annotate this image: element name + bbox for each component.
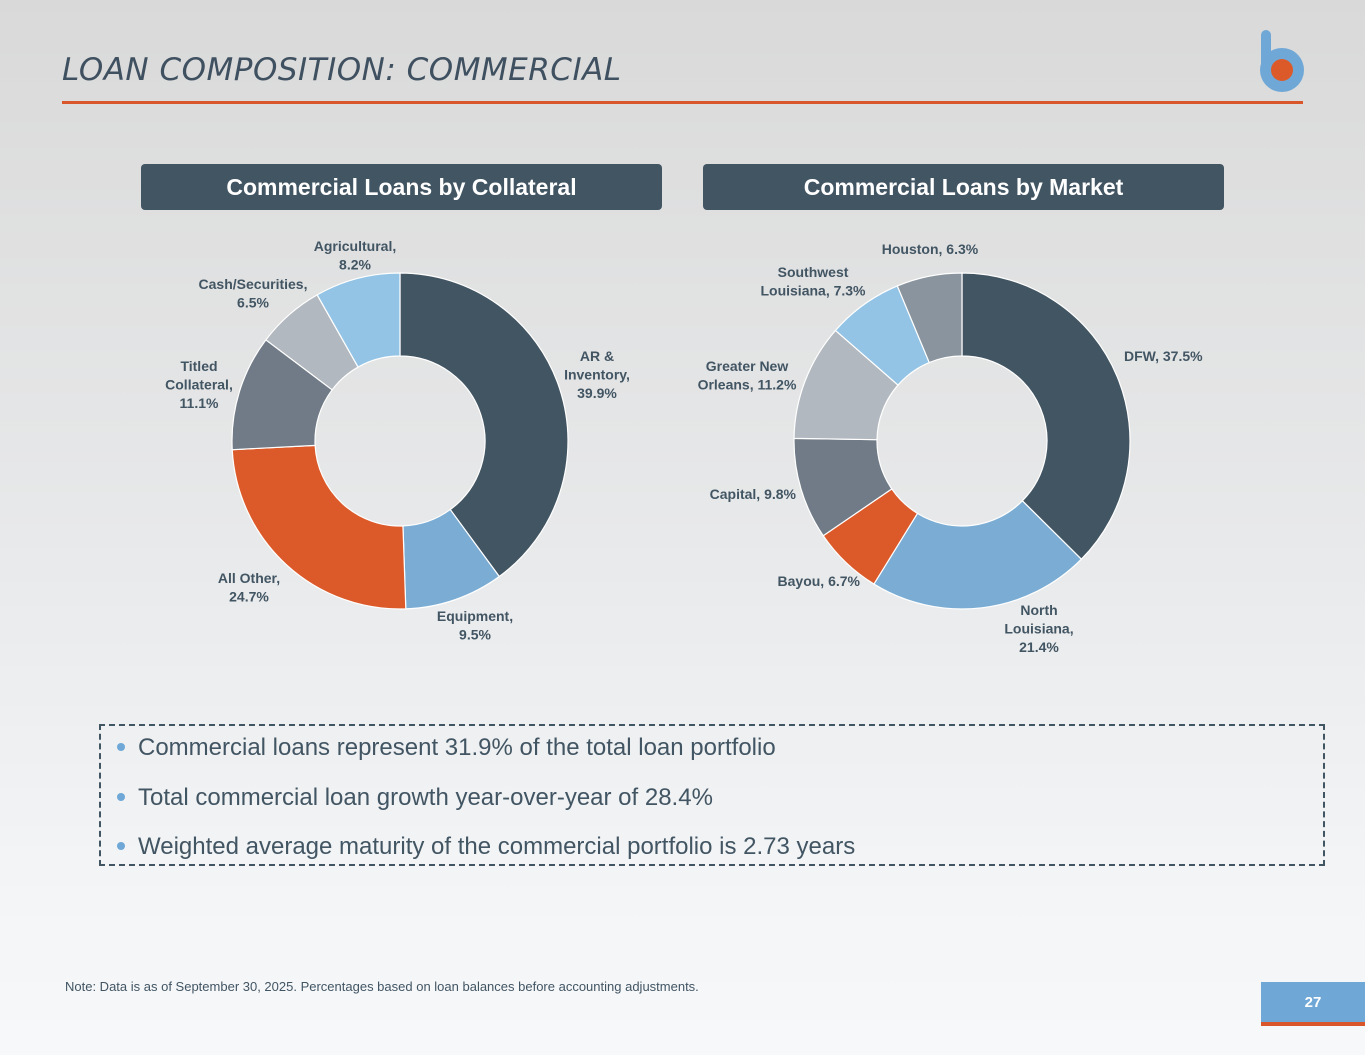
bullet-text: Commercial loans represent 31.9% of the …: [138, 734, 776, 761]
bullet-dot-icon: [117, 743, 125, 751]
label-southwest-louisiana: Southwest Louisiana, 7.3%: [760, 264, 866, 299]
bullet-text: Total commercial loan growth year-over-y…: [138, 783, 713, 811]
slice-all-other: [231, 444, 407, 610]
label-equipment: Equipment, 9.5%: [437, 608, 513, 643]
slice-north-louisiana: [873, 499, 1083, 610]
brand-logo-icon: [1260, 30, 1304, 92]
slice-ar-inventory: [399, 272, 569, 578]
label-capital: Capital, 9.8%: [710, 486, 797, 502]
title-underline: [62, 101, 1303, 104]
bullet-dot-icon: [117, 792, 125, 801]
bullet-item: Weighted average maturity of the commerc…: [115, 831, 855, 881]
label-all-other: All Other, 24.7%: [218, 570, 280, 605]
label-ar-inventory: AR & Inventory, 39.9%: [564, 348, 630, 401]
label-north-louisiana: North Louisiana, 21.4%: [1004, 602, 1073, 655]
label-agricultural: Agricultural, 8.2%: [314, 238, 396, 273]
label-dfw: DFW, 37.5%: [1124, 348, 1203, 364]
footnote: Note: Data is as of September 30, 2025. …: [65, 979, 699, 994]
bullet-text: Weighted average maturity of the commerc…: [138, 833, 856, 860]
collateral-chart-title: Commercial Loans by Collateral: [141, 164, 662, 210]
slice-dfw: [961, 272, 1131, 561]
label-greater-new-orleans: Greater New Orleans, 11.2%: [698, 358, 797, 393]
label-titled-collateral: Titled Collateral, 11.1%: [165, 358, 233, 411]
market-chart-title: Commercial Loans by Market: [703, 164, 1224, 210]
label-cash-securities: Cash/Securities, 6.5%: [199, 276, 308, 311]
slice-houston: [896, 272, 963, 364]
slice-agricultural: [316, 272, 401, 368]
bullet-item: Commercial loans represent 31.9% of the …: [115, 732, 855, 782]
page-title: LOAN COMPOSITION: COMMERCIAL: [62, 52, 622, 88]
label-bayou: Bayou, 6.7%: [778, 573, 861, 589]
donut-charts: AR & Inventory, 39.9% Equipment, 9.5% All Oth…: [165, 238, 1203, 655]
page-number: 27: [1261, 982, 1365, 1026]
key-points-box: Commercial loans represent 31.9% of the …: [99, 724, 1325, 866]
bullet-dot-icon: [117, 842, 125, 850]
bullet-item: Total commercial loan growth year-over-y…: [115, 782, 855, 832]
label-houston: Houston, 6.3%: [882, 241, 979, 257]
